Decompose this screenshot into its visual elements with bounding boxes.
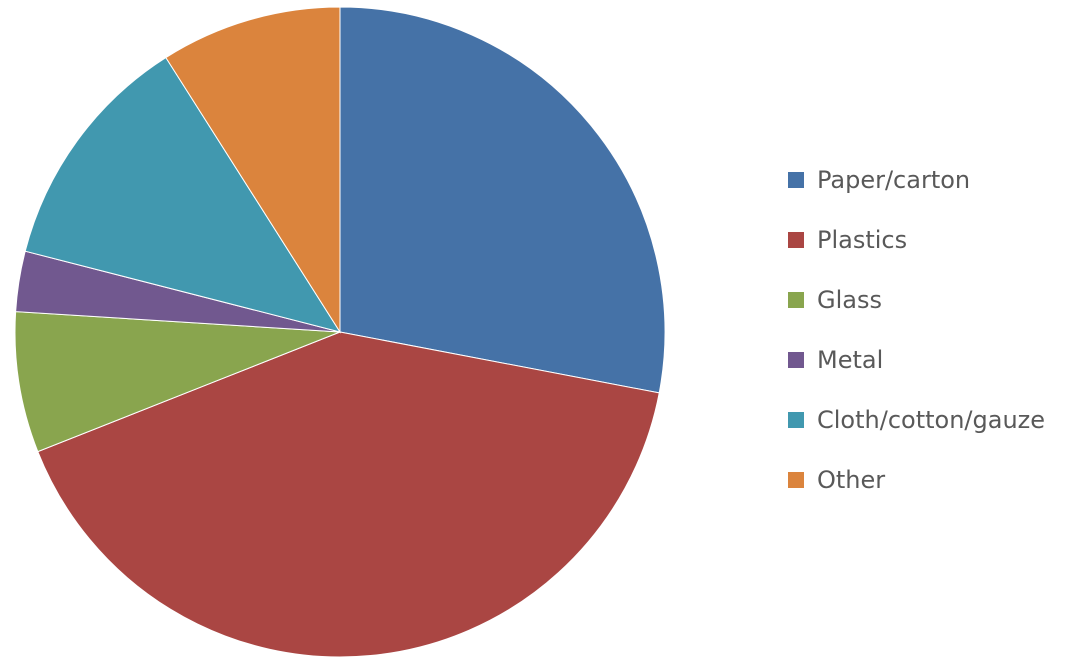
legend-label: Other: [817, 466, 886, 494]
pie-slice-cloth-cotton-gauze: [24, 56, 342, 333]
pie-plot: [14, 6, 666, 657]
legend-item-other: Other: [788, 460, 1084, 500]
legend-swatch: [788, 412, 804, 428]
legend-swatch: [788, 292, 804, 308]
legend-label: Plastics: [817, 226, 908, 254]
legend-swatch: [788, 172, 804, 188]
legend-label: Glass: [817, 286, 882, 314]
legend: Paper/carton Plastics Glass Metal Cloth/…: [788, 160, 1084, 520]
legend-label: Paper/carton: [817, 166, 971, 194]
pie-slice-plastics: [37, 331, 660, 657]
legend-item-cloth-cotton-gauze: Cloth/cotton/gauze: [788, 400, 1084, 440]
legend-item-metal: Metal: [788, 340, 1084, 380]
legend-swatch: [788, 352, 804, 368]
legend-item-plastics: Plastics: [788, 220, 1084, 260]
legend-item-glass: Glass: [788, 280, 1084, 320]
pie-slice-other: [165, 6, 341, 334]
pie-slice-glass: [14, 311, 341, 453]
pie-slice-paper-carton: [339, 6, 666, 394]
legend-swatch: [788, 472, 804, 488]
legend-label: Metal: [817, 346, 884, 374]
legend-swatch: [788, 232, 804, 248]
legend-item-paper-carton: Paper/carton: [788, 160, 1084, 200]
legend-label: Cloth/cotton/gauze: [817, 406, 1046, 434]
